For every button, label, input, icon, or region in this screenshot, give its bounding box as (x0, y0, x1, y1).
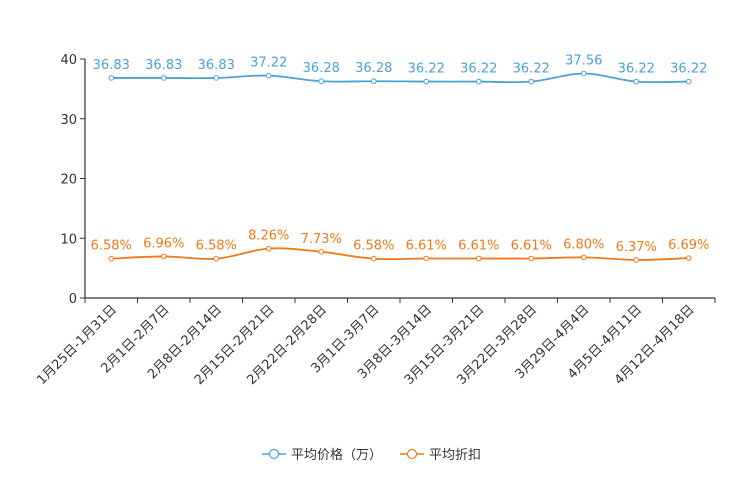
axes: 0102030401月25日-1月31日2月1日-2月7日2月8日-2月14日2… (34, 53, 716, 388)
data-point (528, 78, 535, 85)
legend-marker-icon (406, 448, 418, 460)
data-label: 6.58% (353, 239, 394, 254)
data-label: 6.61% (406, 239, 447, 254)
data-label: 37.56 (565, 54, 602, 69)
data-label: 36.22 (408, 62, 445, 77)
data-label: 6.61% (458, 239, 499, 254)
data-point (580, 70, 587, 77)
data-label: 36.22 (513, 62, 550, 77)
data-label: 36.28 (355, 61, 392, 76)
data-point (213, 75, 220, 81)
data-label: 6.61% (511, 239, 552, 254)
y-tick-label: 30 (60, 113, 77, 128)
data-label: 7.73% (301, 232, 342, 247)
data-point (265, 245, 272, 252)
data-label: 36.83 (198, 58, 235, 73)
legend-label: 平均折扣 (429, 448, 481, 463)
y-tick-label: 40 (60, 53, 77, 68)
data-point (265, 72, 272, 79)
y-tick-label: 20 (60, 173, 77, 188)
data-label: 6.58% (196, 239, 237, 254)
y-tick-label: 10 (60, 232, 77, 247)
legend-marker-icon (268, 448, 280, 460)
data-point (108, 75, 115, 81)
data-point (423, 255, 430, 262)
data-label: 6.37% (616, 240, 657, 255)
series-line (111, 247, 689, 261)
data-point (370, 255, 377, 262)
data-point (423, 78, 430, 85)
data-label: 36.83 (93, 58, 130, 73)
data-point (213, 255, 220, 262)
data-label: 36.22 (618, 62, 655, 77)
data-point (685, 78, 692, 85)
data-label: 36.28 (303, 61, 340, 76)
y-tick-label: 0 (69, 292, 77, 307)
data-label: 8.26% (248, 229, 289, 244)
series-line (111, 72, 689, 84)
data-label: 6.69% (668, 238, 709, 253)
series-layer: 36.83 36.83 36.83 37.22 36.28 36.28 36.22 36.22… (91, 54, 709, 263)
data-point (370, 78, 377, 85)
series-0: 36.83 36.83 36.83 37.22 36.28 36.28 36.22 36.22… (93, 54, 707, 85)
data-label: 6.58% (91, 239, 132, 254)
data-point (475, 255, 482, 262)
data-label: 36.22 (670, 62, 707, 77)
data-point (580, 254, 587, 261)
legend[interactable]: 平均价格（万） 平均折扣 (262, 447, 481, 463)
data-point (633, 78, 640, 85)
data-label: 36.22 (460, 62, 497, 77)
legend-label: 平均价格（万） (291, 447, 382, 463)
legend-item-0[interactable]: 平均价格（万） (262, 447, 382, 463)
data-point (318, 78, 325, 85)
data-point (108, 255, 115, 262)
legend-item-1[interactable]: 平均折扣 (400, 448, 481, 463)
data-label: 6.80% (563, 237, 604, 252)
series-1: 6.58% 6.96% 6.58% 8.26% 7.73% 6.58% 6.61% 6.61%… (91, 229, 709, 263)
data-point (685, 255, 692, 261)
data-point (160, 253, 167, 260)
data-label: 36.83 (145, 58, 182, 73)
data-point (318, 249, 325, 255)
data-point (633, 257, 640, 263)
data-label: 6.96% (143, 236, 184, 251)
data-point (475, 78, 482, 85)
data-label: 37.22 (250, 56, 287, 71)
data-point (160, 75, 167, 81)
data-point (528, 255, 535, 262)
